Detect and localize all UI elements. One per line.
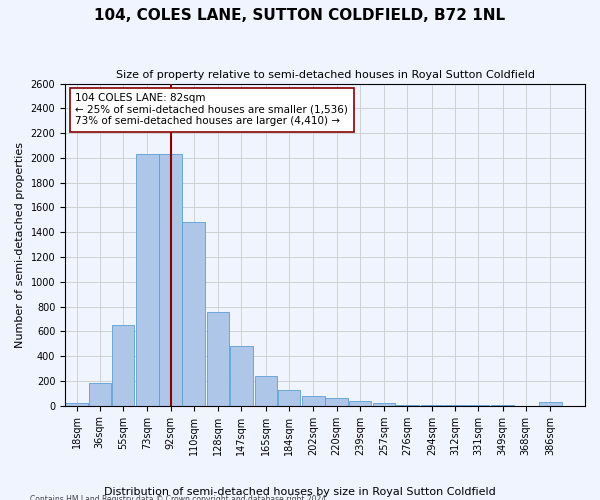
Bar	[89, 384, 111, 406]
Bar	[421, 405, 443, 406]
Bar	[349, 402, 371, 406]
Bar	[112, 325, 134, 406]
Y-axis label: Number of semi-detached properties: Number of semi-detached properties	[15, 142, 25, 348]
Bar	[444, 405, 466, 406]
Text: 104 COLES LANE: 82sqm
← 25% of semi-detached houses are smaller (1,536)
73% of s: 104 COLES LANE: 82sqm ← 25% of semi-deta…	[76, 93, 349, 126]
Bar	[539, 402, 562, 406]
Bar	[230, 346, 253, 406]
Bar	[207, 312, 229, 406]
Bar	[491, 405, 514, 406]
Title: Size of property relative to semi-detached houses in Royal Sutton Coldfield: Size of property relative to semi-detach…	[116, 70, 535, 80]
Bar	[325, 398, 348, 406]
Bar	[65, 404, 88, 406]
Text: Contains HM Land Registry data © Crown copyright and database right 2024.: Contains HM Land Registry data © Crown c…	[30, 496, 329, 500]
Bar	[136, 154, 158, 406]
Bar	[396, 405, 419, 406]
Text: 104, COLES LANE, SUTTON COLDFIELD, B72 1NL: 104, COLES LANE, SUTTON COLDFIELD, B72 1…	[94, 8, 506, 22]
Bar	[302, 396, 325, 406]
Bar	[182, 222, 205, 406]
Bar	[278, 390, 300, 406]
Bar	[254, 376, 277, 406]
Bar	[160, 154, 182, 406]
Bar	[373, 404, 395, 406]
Text: Distribution of semi-detached houses by size in Royal Sutton Coldfield: Distribution of semi-detached houses by …	[104, 487, 496, 497]
Bar	[467, 405, 490, 406]
